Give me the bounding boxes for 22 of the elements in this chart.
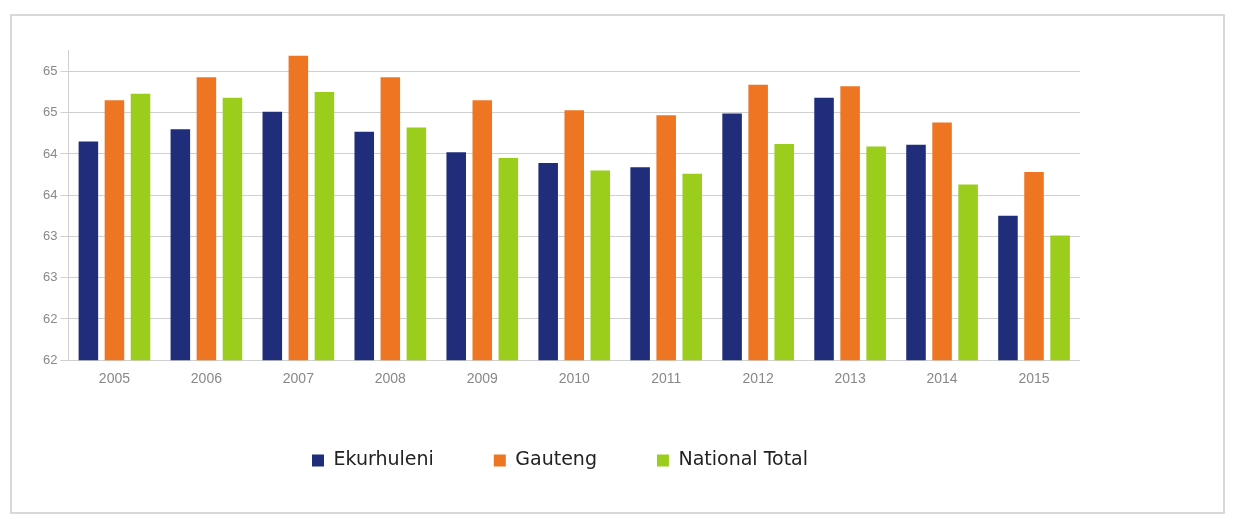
y-tick-label: 65 (42, 104, 58, 120)
y-tick-label: 64 (42, 145, 58, 161)
y-tick-label: 65 (42, 63, 58, 78)
legend-label: Ekurhuleni (333, 447, 434, 470)
y-tick-label: 62 (42, 310, 58, 326)
x-tick-label: 2008 (374, 370, 407, 387)
y-tick-label: 62 (42, 351, 58, 367)
x-tick-label: 2012 (742, 370, 774, 387)
x-tick-label: 2005 (98, 370, 131, 387)
y-tick-label: 63 (42, 269, 58, 285)
x-tick-label: 2007 (282, 370, 315, 387)
legend-label: Gauteng (515, 447, 597, 470)
x-tick-label: 2010 (558, 370, 591, 387)
x-tick-label: 2006 (190, 370, 223, 387)
x-tick-label: 2009 (466, 370, 499, 387)
y-tick-label: 63 (42, 228, 58, 244)
x-tick-label: 2015 (1018, 370, 1050, 387)
x-tick-label: 2011 (651, 370, 682, 387)
legend-label: National Total (678, 447, 809, 470)
x-tick-label: 2013 (834, 370, 866, 387)
x-tick-label: 2014 (926, 370, 958, 387)
y-tick-label: 64 (42, 186, 58, 202)
